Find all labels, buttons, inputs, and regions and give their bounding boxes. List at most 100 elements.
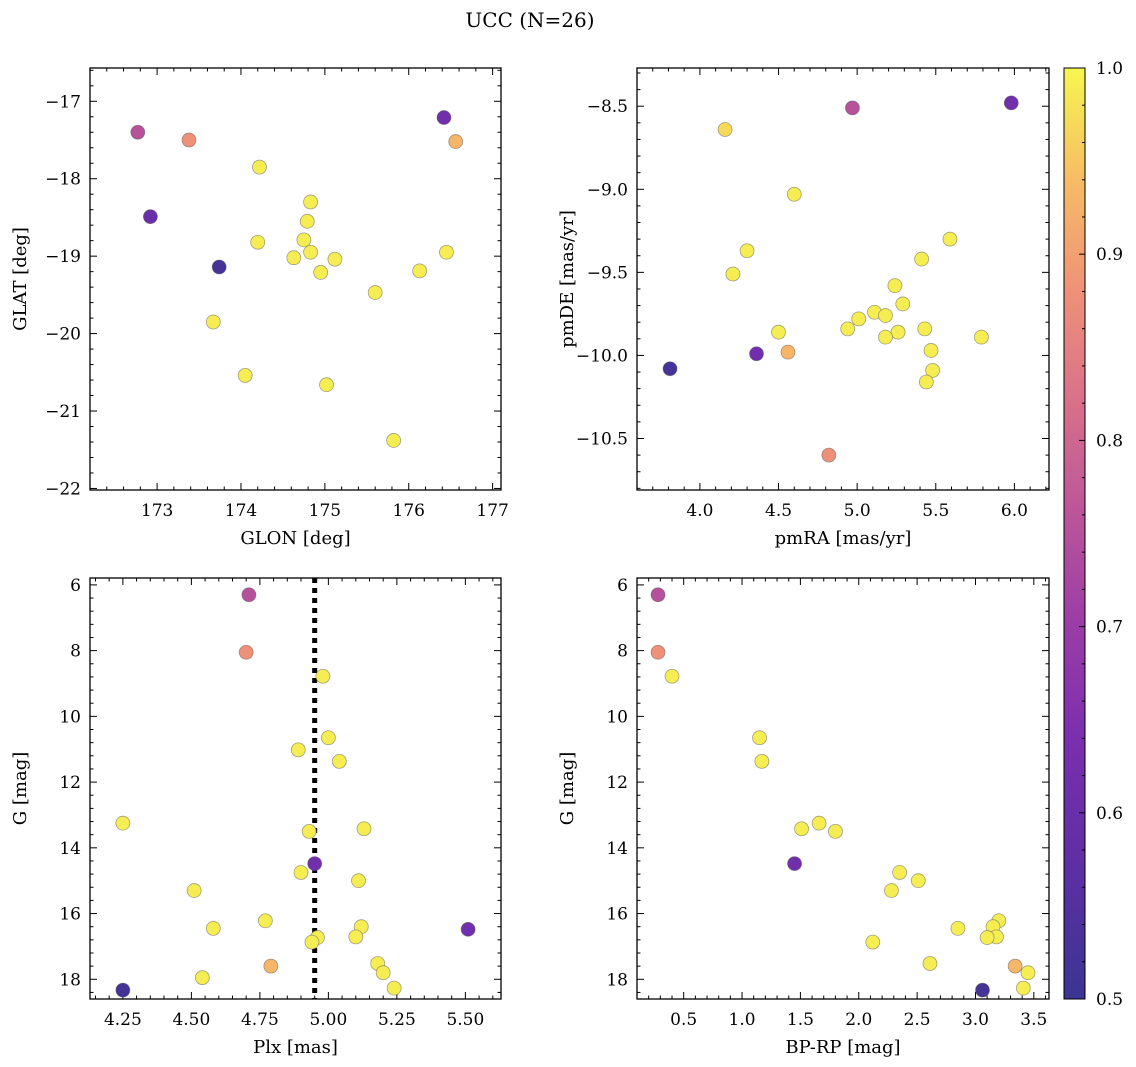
- data-point: [895, 296, 911, 312]
- colorbar-gradient: [1063, 67, 1086, 1000]
- data-point: [386, 433, 402, 448]
- ticks: [636, 68, 1049, 490]
- y-tick-label: −19: [45, 247, 81, 267]
- data-point: [922, 956, 938, 971]
- colorbar-tick-label: 0.5: [1096, 990, 1123, 1010]
- x-tick-label: 4.75: [241, 1010, 279, 1030]
- data-point: [327, 251, 343, 267]
- y-tick-label: −17: [45, 92, 81, 112]
- data-point: [356, 821, 372, 837]
- x-tick-label: 4.5: [765, 501, 792, 521]
- plot-frame: [89, 67, 502, 491]
- x-tick-label: 5.00: [309, 1010, 347, 1030]
- panels: 173 174 175 176 177 −17 −18 −19 −20 −21 −22 GLON [d…: [10, 67, 1050, 1058]
- data-point: [194, 970, 210, 986]
- panel-glon-glat: 173 174 175 176 177 −17 −18 −19 −20 −21 −22 GLON [d…: [10, 67, 509, 549]
- data-point: [892, 865, 908, 880]
- y-tick-label: 8: [70, 642, 81, 662]
- data-point: [749, 346, 764, 362]
- data-point: [878, 329, 893, 345]
- data-point: [752, 730, 767, 746]
- data-point: [828, 823, 843, 839]
- data-point: [890, 324, 906, 340]
- data-point: [319, 377, 334, 393]
- y-axis-label: pmDE [mas/yr]: [557, 210, 578, 348]
- data-point: [950, 920, 966, 936]
- data-point: [910, 873, 926, 889]
- data-point: [386, 980, 402, 996]
- data-point: [942, 231, 958, 247]
- data-point: [739, 243, 755, 259]
- x-tick-label: 3.0: [962, 1010, 989, 1030]
- data-point: [917, 321, 933, 337]
- data-point: [237, 368, 253, 383]
- data-point: [315, 668, 331, 684]
- data-point: [257, 913, 273, 929]
- y-axis-label: G [mag]: [10, 752, 31, 825]
- data-point: [786, 186, 802, 202]
- data-point: [925, 362, 941, 378]
- y-tick-label: 12: [606, 773, 628, 793]
- data-point: [367, 285, 383, 300]
- data-point: [211, 259, 227, 275]
- data-point: [186, 883, 202, 898]
- colorbar-tick-label: 0.7: [1096, 618, 1123, 638]
- colorbar-ticks: 0.5 0.6 0.7 0.8 0.9 1.0: [1079, 59, 1123, 1010]
- data-point: [205, 920, 221, 936]
- panel-bprp-g: 0.5 1.0 1.5 2.0 2.5 3.0 3.5 6 8 10 12 14 16 18 BP-RP […: [557, 576, 1050, 1058]
- x-tick-label: 176: [393, 501, 425, 521]
- ticks: [636, 578, 1049, 999]
- plot-frame: [636, 577, 1050, 1000]
- y-tick-label: 14: [59, 839, 81, 859]
- data-point: [448, 134, 464, 149]
- data-point: [650, 587, 666, 603]
- data-point: [303, 194, 318, 210]
- data-point: [241, 587, 257, 603]
- x-tick-label: 173: [141, 501, 173, 521]
- data-point: [299, 213, 315, 229]
- data-point: [293, 865, 309, 880]
- y-tick-label: 10: [606, 707, 628, 727]
- figure-title: UCC (N=26): [465, 8, 594, 32]
- x-tick-label: 5.5: [922, 501, 949, 521]
- data-point: [181, 132, 197, 148]
- y-tick-label: 18: [606, 970, 628, 990]
- y-tick-label: −10.0: [576, 346, 628, 366]
- data-point: [142, 209, 158, 225]
- y-tick-label: 16: [606, 905, 628, 925]
- colorbar-tick-label: 0.9: [1096, 245, 1123, 265]
- x-tick-label: 5.0: [844, 501, 871, 521]
- data-point: [115, 982, 131, 998]
- y-tick-label: 10: [59, 707, 81, 727]
- plot-frame: [636, 67, 1050, 491]
- data-point: [923, 343, 939, 358]
- data-point: [664, 668, 680, 684]
- x-axis-label: Plx [mas]: [253, 1037, 338, 1058]
- y-axis-label: GLAT [deg]: [10, 227, 31, 331]
- data-point: [331, 753, 347, 769]
- data-point: [1007, 958, 1023, 974]
- data-point: [1015, 980, 1031, 996]
- y-tick-label: −8.5: [587, 97, 628, 117]
- data-points: [662, 95, 1019, 463]
- data-point: [115, 815, 131, 831]
- colorbar: 0.5 0.6 0.7 0.8 0.9 1.0: [1063, 59, 1123, 1010]
- y-tick-label: −20: [45, 325, 81, 345]
- plot-frame: [89, 577, 502, 1000]
- data-point: [1020, 965, 1036, 981]
- data-point: [973, 329, 989, 345]
- panel-plx-g: 4.25 4.50 4.75 5.00 5.25 5.50 6 8 10 12 14 16 18 Plx …: [10, 576, 502, 1058]
- panel-pmra-pmde: 4.0 4.5 5.0 5.5 6.0 −8.5 −9.0 −9.5 −10.0 −10.5 pmR…: [557, 67, 1050, 549]
- x-tick-label: 4.25: [104, 1010, 142, 1030]
- y-tick-label: 16: [59, 905, 81, 925]
- data-point: [460, 921, 476, 937]
- x-tick-label: 4.50: [172, 1010, 210, 1030]
- data-point: [304, 934, 320, 950]
- y-tick-label: −22: [45, 479, 81, 499]
- data-point: [821, 447, 837, 463]
- colorbar-tick-label: 0.6: [1096, 804, 1123, 824]
- data-point: [263, 958, 279, 974]
- data-point: [238, 644, 254, 660]
- x-axis-label: BP-RP [mag]: [785, 1037, 900, 1058]
- data-point: [439, 244, 454, 260]
